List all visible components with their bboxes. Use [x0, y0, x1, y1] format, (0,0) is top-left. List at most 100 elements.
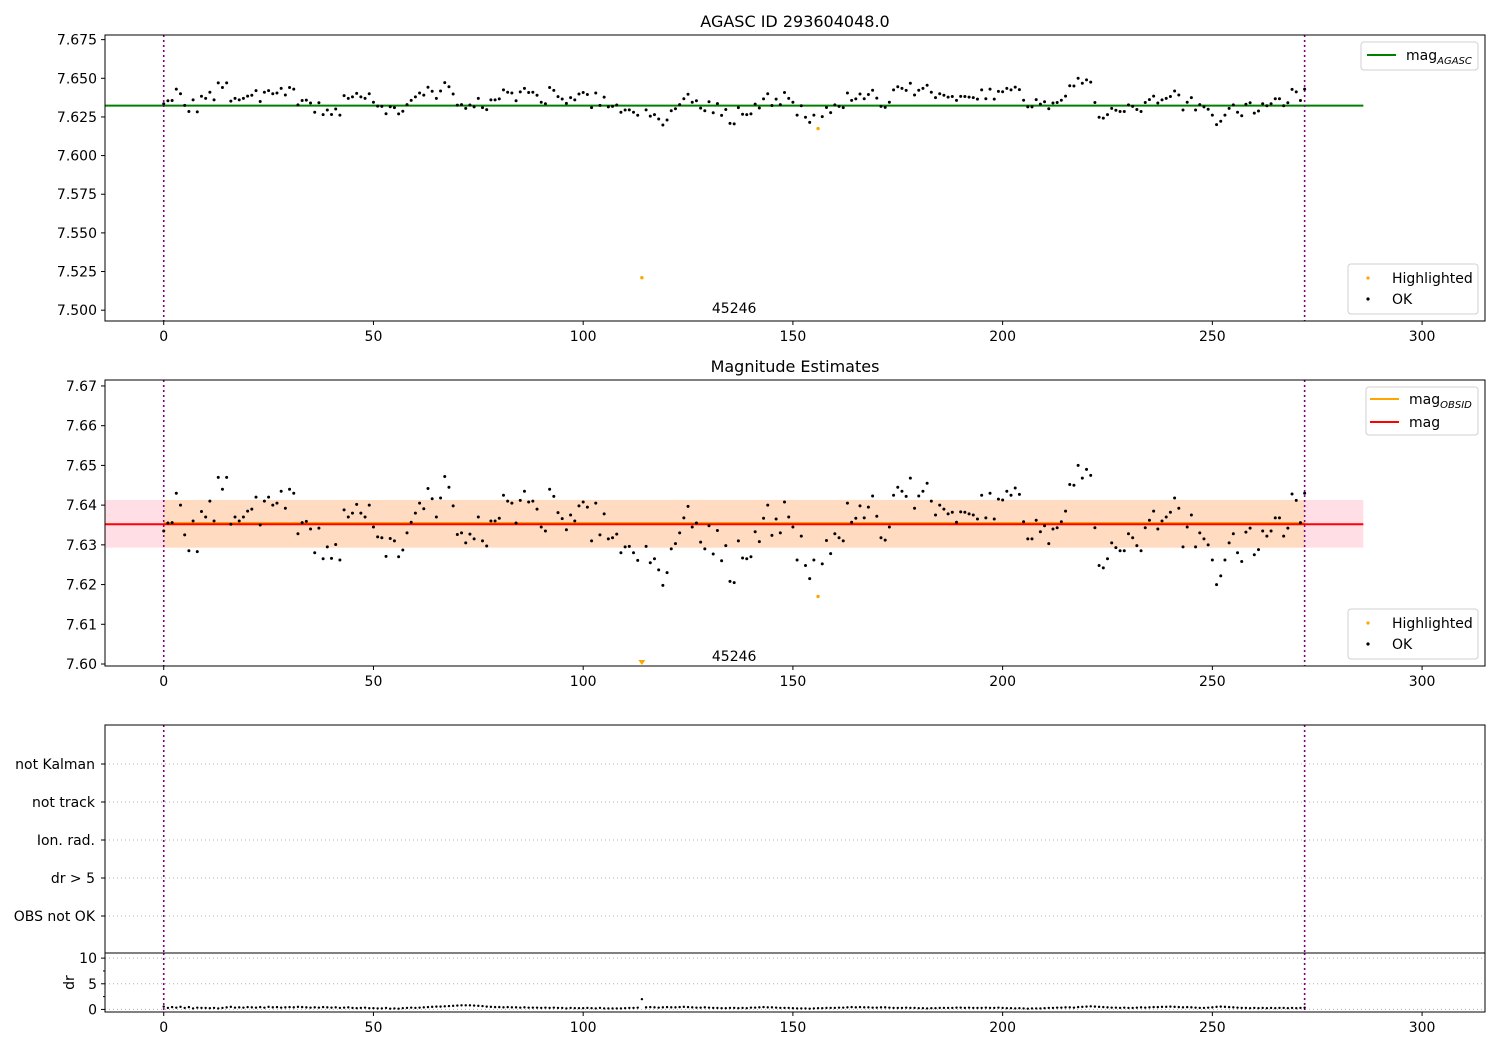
highlighted-point: [640, 276, 644, 280]
ok-point: [371, 525, 375, 529]
ok-point: [795, 113, 799, 117]
ok-point: [1005, 86, 1009, 90]
dr-point: [250, 1006, 254, 1009]
ok-point: [841, 106, 845, 110]
dr-point: [674, 1006, 677, 1009]
ok-point: [1089, 473, 1093, 477]
ok-point: [304, 519, 308, 523]
ok-point: [569, 513, 573, 517]
ok-point: [418, 501, 422, 505]
panel-dr-xtick-label: 200: [989, 1020, 1016, 1036]
ok-point: [233, 515, 237, 519]
dr-point: [858, 1005, 862, 1009]
dr-point: [728, 1006, 732, 1010]
dr-point: [825, 1006, 828, 1010]
ok-point: [1198, 103, 1202, 107]
dr-point: [879, 1006, 883, 1009]
ok-point: [577, 504, 581, 508]
dr-point: [749, 1006, 753, 1009]
ok-point: [636, 558, 640, 562]
panel-agasc-annotation: 45246: [712, 301, 757, 317]
ok-point: [808, 577, 812, 581]
ok-point: [699, 540, 703, 544]
panel-magnitude-xtick-label: 50: [365, 674, 383, 690]
ok-point: [984, 516, 988, 520]
dr-point: [1047, 1006, 1050, 1010]
ok-point: [1013, 486, 1017, 490]
dr-point: [657, 1006, 660, 1009]
dr-point: [443, 1005, 446, 1008]
dr-point: [598, 1006, 602, 1010]
dr-point: [1139, 1006, 1143, 1009]
dr-point: [1232, 1006, 1235, 1009]
ok-point: [678, 531, 682, 535]
ok-point: [829, 552, 833, 556]
ok-point: [908, 476, 912, 480]
ok-point: [623, 108, 627, 112]
ok-point: [380, 104, 384, 108]
ok-point: [1294, 498, 1298, 502]
ok-point: [892, 493, 896, 497]
panel-magnitude-ytick-label: 7.61: [66, 617, 97, 633]
ok-point: [904, 494, 908, 498]
ok-point: [166, 521, 170, 525]
ok-point: [879, 536, 883, 540]
ok-point: [652, 557, 656, 561]
ok-point: [522, 489, 526, 493]
dr-point: [632, 1006, 635, 1010]
dr-point: [1160, 1005, 1164, 1009]
ok-point: [799, 534, 803, 538]
panel-magnitude-ytick-label: 7.64: [66, 498, 97, 514]
dr-point: [292, 1006, 295, 1009]
ok-point: [405, 103, 409, 107]
ok-point: [497, 516, 501, 520]
dr-point: [1152, 1005, 1155, 1009]
ok-point: [837, 536, 841, 540]
dr-point: [267, 1005, 270, 1009]
ok-point: [267, 495, 271, 499]
ok-point: [644, 544, 648, 548]
dr-point: [296, 1005, 300, 1009]
ok-point: [460, 531, 464, 535]
ok-point: [1202, 537, 1206, 541]
dr-point: [1253, 1006, 1256, 1010]
flag-label: OBS not OK: [14, 909, 96, 925]
panel-flags: not Kalman not track Ion. rad. dr > 5 OBS no…: [14, 724, 1486, 954]
ok-point: [590, 539, 594, 543]
ok-point: [522, 86, 526, 90]
dr-point: [619, 1007, 623, 1010]
ok-point: [1059, 98, 1063, 102]
ok-point: [1122, 110, 1126, 114]
ok-point: [971, 513, 975, 517]
ok-point: [669, 109, 673, 113]
ok-point: [921, 489, 925, 493]
ok-point: [917, 88, 921, 92]
ok-point: [1223, 113, 1227, 117]
ok-point: [212, 98, 216, 102]
dr-point: [229, 1005, 233, 1009]
dr-point: [1219, 1005, 1222, 1008]
dr-point: [795, 1007, 799, 1010]
ok-point: [1286, 101, 1290, 105]
ok-point: [346, 96, 350, 100]
dr-point: [1005, 1006, 1009, 1010]
dr-point: [1051, 1006, 1055, 1010]
ok-point: [275, 91, 279, 95]
dr-point: [1261, 1006, 1264, 1010]
ok-point: [1156, 527, 1160, 531]
ok-point: [413, 511, 417, 515]
ok-point: [862, 97, 866, 101]
dr-point: [1114, 1006, 1118, 1009]
dr-point: [665, 1005, 669, 1009]
ok-point: [422, 93, 426, 97]
ok-point: [1303, 87, 1307, 91]
panel-magnitude-xtick-label: 150: [780, 674, 807, 690]
dr-point: [1085, 1005, 1088, 1008]
ok-point: [1277, 516, 1281, 520]
dr-point: [946, 1006, 950, 1010]
panel-dr-xtick-label: 50: [365, 1020, 383, 1036]
ok-point: [296, 532, 300, 536]
dr-point: [1089, 1005, 1092, 1008]
ok-point: [778, 531, 782, 535]
